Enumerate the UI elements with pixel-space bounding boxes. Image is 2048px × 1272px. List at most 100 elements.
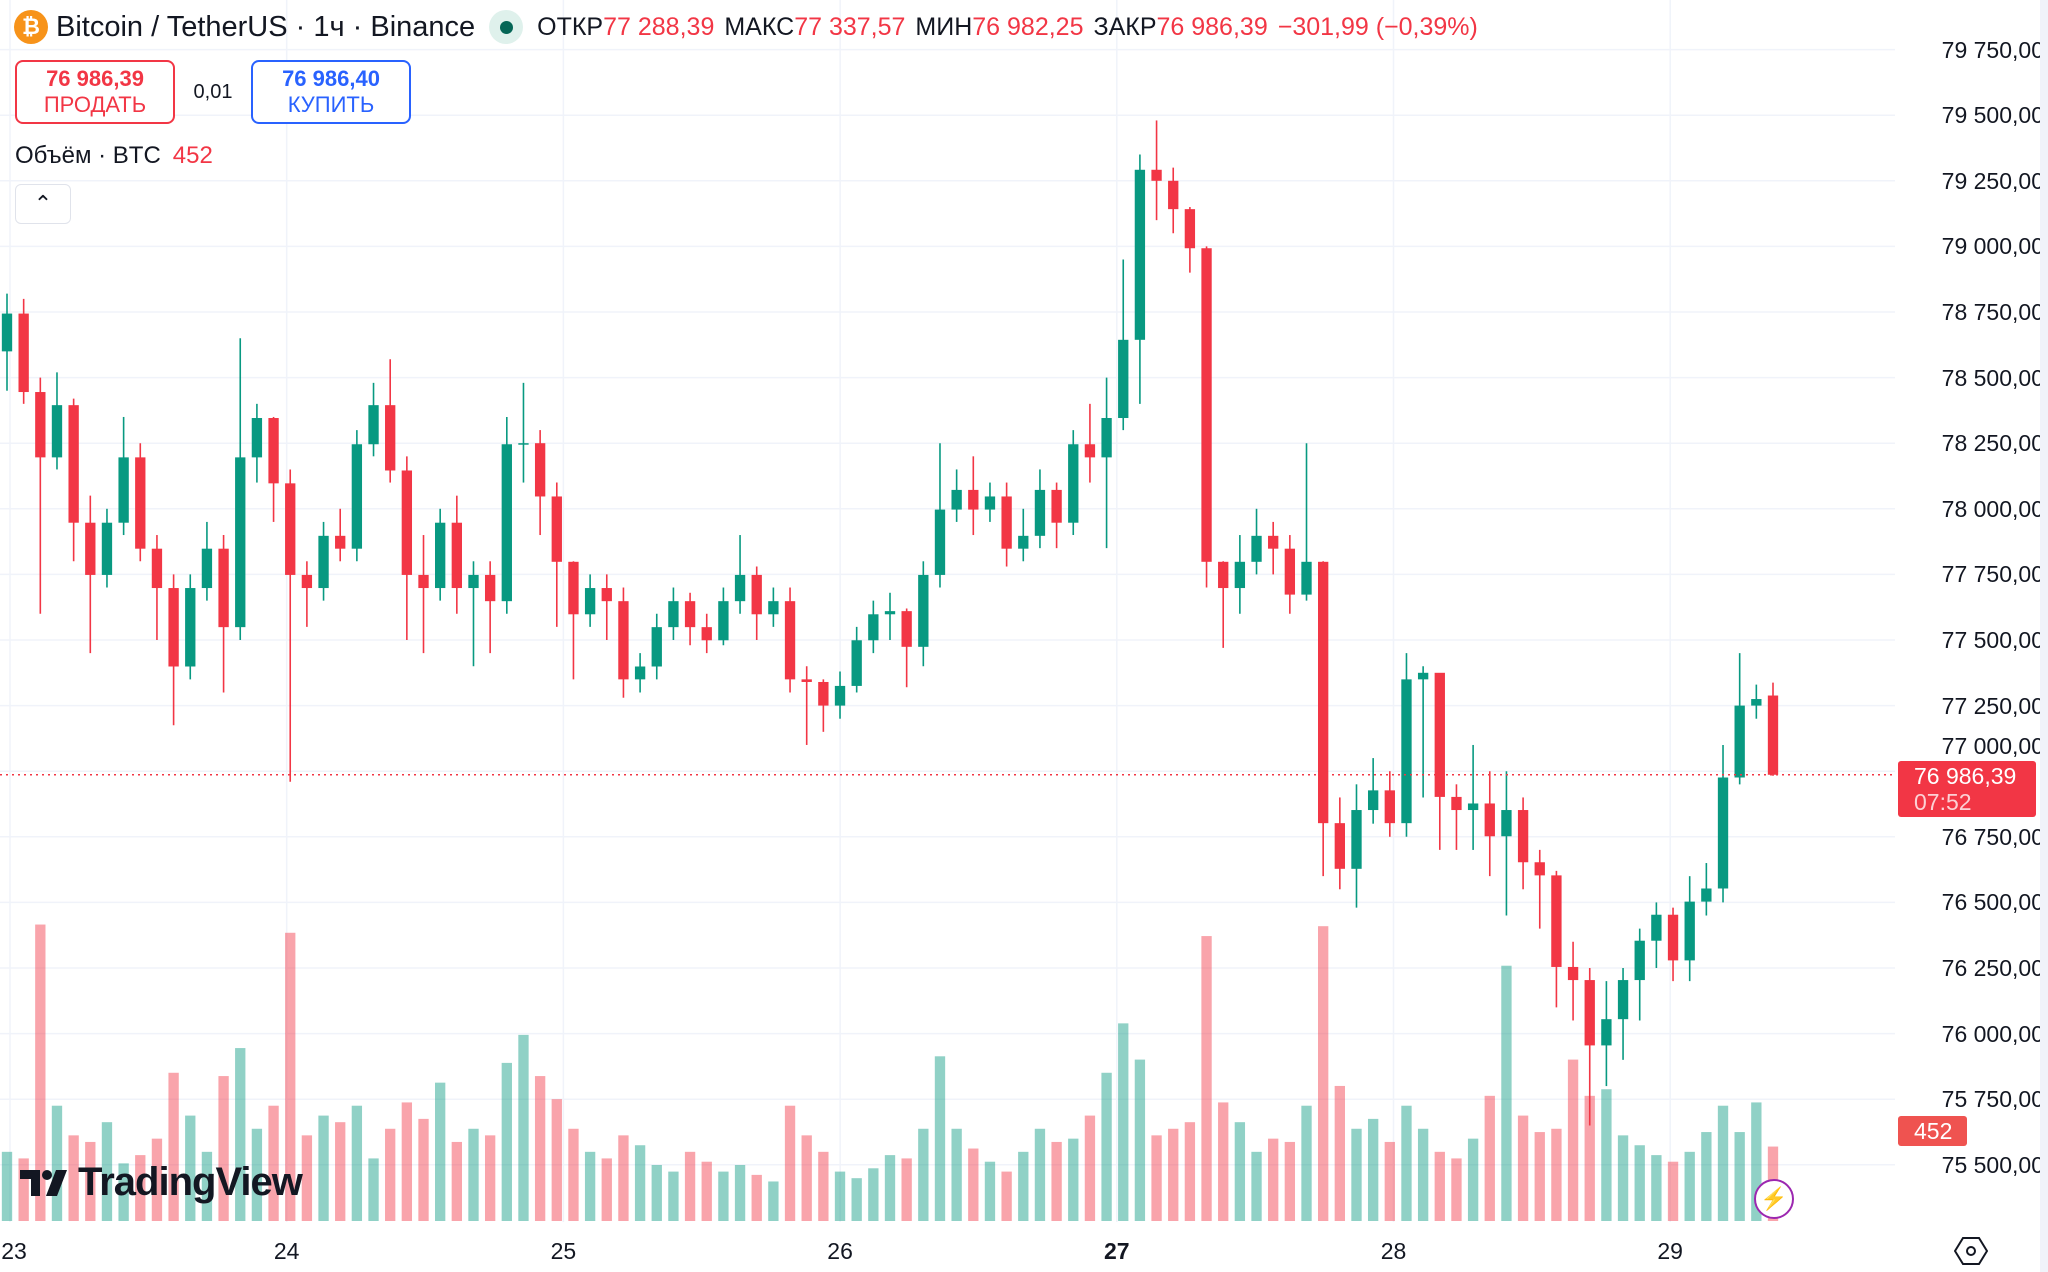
candle-body: [701, 627, 712, 641]
candle-body: [301, 574, 313, 589]
volume-bar: [451, 1141, 462, 1221]
candle-body: [884, 611, 896, 615]
price-tick-label: 77 500,00: [1941, 627, 2044, 653]
volume-bar: [1601, 1089, 1612, 1221]
candle-body: [1617, 980, 1629, 1020]
price-tick-label: 78 500,00: [1941, 364, 2044, 391]
volume-bar: [1634, 1145, 1645, 1221]
volume-bar: [601, 1158, 612, 1221]
volume-bar: [1467, 1138, 1479, 1221]
volume-bar: [984, 1161, 996, 1221]
lightning-icon[interactable]: ⚡: [1754, 1179, 1794, 1219]
candle-body: [1767, 695, 1779, 775]
volume-bar: [1717, 1105, 1729, 1221]
volume-bar: [1068, 1138, 1079, 1221]
volume-bar: [934, 1056, 946, 1221]
volume-bar: [235, 1048, 246, 1221]
candle-body: [568, 561, 579, 615]
candle-body: [351, 444, 363, 549]
volume-bar: [651, 1165, 662, 1221]
candle-body: [318, 535, 329, 589]
volume-axis-label: 452: [1898, 1116, 1967, 1146]
candle-body: [1034, 489, 1046, 536]
time-tick-label: 23: [1, 1238, 27, 1264]
volume-bar: [684, 1151, 696, 1221]
volume-bar: [518, 1034, 529, 1221]
bitcoin-icon: ₿: [14, 10, 48, 44]
candle-body: [335, 535, 346, 549]
volume-bar: [1551, 1128, 1562, 1221]
volume-bar: [1667, 1161, 1679, 1221]
volume-bar: [1567, 1059, 1579, 1221]
candle-body: [1184, 209, 1196, 249]
volume-legend[interactable]: Объём · BTC 452: [15, 142, 213, 169]
sell-button[interactable]: 76 986,39 ПРОДАТЬ: [15, 60, 175, 124]
volume-bar: [101, 1122, 113, 1221]
candle-body: [1118, 339, 1129, 419]
price-tick-label: 79 750,00: [1941, 36, 2044, 63]
candle-body: [1068, 444, 1079, 523]
candle-body: [1551, 875, 1562, 967]
time-tick-label: 27: [1104, 1238, 1130, 1264]
candle-body: [784, 601, 796, 680]
candle-body: [551, 496, 562, 562]
volume-bar: [268, 1105, 279, 1221]
volume-bar: [368, 1158, 379, 1221]
volume-bar: [1251, 1151, 1262, 1221]
price-tick-label: 77 250,00: [1941, 692, 2044, 719]
market-status-icon[interactable]: [489, 10, 524, 44]
candle-body: [868, 614, 879, 641]
buy-button[interactable]: 76 986,40 КУПИТЬ: [251, 60, 411, 124]
spread-value: 0,01: [193, 80, 233, 103]
volume-bar: [1, 1151, 13, 1221]
price-tick-label: 79 000,00: [1941, 233, 2044, 260]
price-tick-label: 78 750,00: [1941, 299, 2044, 325]
volume-bar: [951, 1128, 962, 1221]
volume-bar: [668, 1171, 679, 1221]
collapse-legend-button[interactable]: ⌃: [15, 184, 71, 224]
volume-bar: [418, 1118, 429, 1221]
candle-body: [518, 443, 529, 445]
volume-bar: [68, 1135, 79, 1221]
volume-bar: [185, 1115, 196, 1221]
symbol-title[interactable]: Bitcoin / TetherUS · 1ч · Binance: [56, 10, 476, 43]
volume-bar: [1301, 1105, 1312, 1221]
volume-bar: [1034, 1128, 1046, 1221]
volume-bar: [584, 1151, 596, 1221]
volume-bar: [1134, 1059, 1146, 1221]
time-tick-label: 26: [827, 1238, 853, 1264]
price-change: −301,99 (−0,39%): [1277, 12, 1478, 41]
candle-body: [1218, 561, 1229, 589]
volume-bar: [484, 1135, 496, 1221]
time-tick-label: 28: [1380, 1238, 1407, 1264]
candle-body: [1401, 679, 1412, 824]
volume-bar: [1284, 1141, 1296, 1221]
candle-body: [1351, 810, 1362, 869]
scrollbar[interactable]: [2040, 0, 2048, 1272]
candle-body: [584, 588, 596, 615]
price-tick-label: 76 000,00: [1941, 1020, 2044, 1047]
volume-bar: [1517, 1115, 1529, 1221]
volume-bar: [1001, 1171, 1012, 1221]
volume-bar: [968, 1148, 979, 1221]
settings-icon[interactable]: [1954, 1236, 1988, 1266]
volume-bar: [1351, 1128, 1362, 1221]
candle-body: [1234, 561, 1246, 589]
candle-body: [1168, 180, 1179, 210]
volume-bar: [801, 1135, 812, 1221]
candle-body: [1517, 810, 1529, 863]
volume-bar: [401, 1102, 413, 1221]
tradingview-logo[interactable]: TradingView: [20, 1160, 303, 1205]
volume-bar: [435, 1082, 446, 1221]
candle-body: [201, 548, 213, 589]
volume-bar: [1334, 1085, 1345, 1221]
volume-bar: [534, 1076, 546, 1221]
price-tick-label: 76 500,00: [1941, 889, 2044, 916]
candle-body: [401, 470, 413, 575]
volume-bar: [851, 1178, 862, 1221]
candle-body: [1417, 672, 1429, 680]
volume-bar: [1534, 1132, 1545, 1221]
candle-body: [834, 685, 846, 706]
volume-bar: [784, 1105, 796, 1221]
